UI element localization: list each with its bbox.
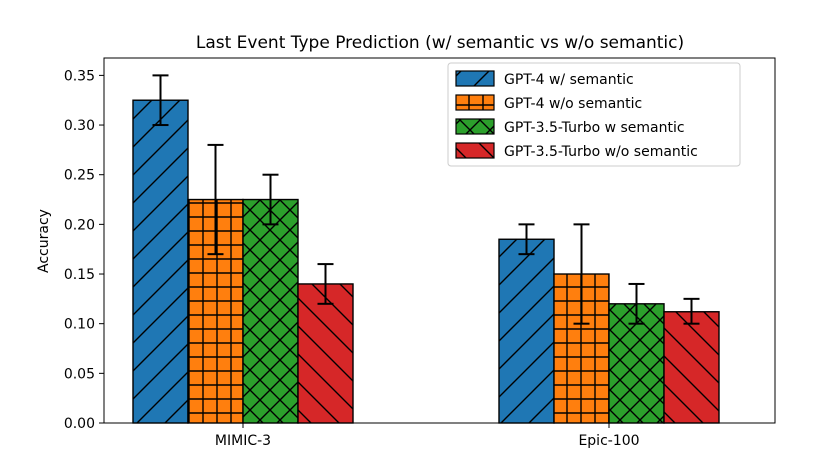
y-tick-label: 0.15 <box>64 267 95 283</box>
legend-frame <box>447 62 741 167</box>
y-tick-label: 0.10 <box>64 317 95 333</box>
y-tick-label: 0.20 <box>64 217 95 233</box>
y-tick-label: 0.05 <box>64 366 95 382</box>
bars-group <box>132 99 720 424</box>
plot-area-frame <box>103 57 776 424</box>
y-tick-label: 0.35 <box>64 68 95 84</box>
bar-hatch <box>242 198 299 424</box>
chart-title: Last Event Type Prediction (w/ semantic … <box>196 33 684 53</box>
x-tick-label: MIMIC-3 <box>215 433 271 449</box>
y-axis-ticks: 0.00 0.05 0.10 0.15 0.20 0.25 0.30 0.35 <box>64 68 104 432</box>
bar-hatch <box>132 99 189 424</box>
x-tick-label: Epic-100 <box>578 433 639 449</box>
y-axis-label: Accuracy <box>36 209 52 273</box>
legend-swatch-hatch <box>455 118 495 135</box>
legend-swatch-hatch <box>455 70 495 87</box>
legend-label: GPT-3.5-Turbo w semantic <box>504 120 685 136</box>
y-tick-label: 0.25 <box>64 168 95 184</box>
bar-hatch <box>663 311 720 424</box>
x-axis-ticks: MIMIC-3 Epic-100 <box>215 423 640 449</box>
y-tick-label: 0.00 <box>64 416 95 432</box>
legend-label: GPT-3.5-Turbo w/o semantic <box>504 144 698 160</box>
legend-swatch-hatch <box>455 94 495 111</box>
legend-swatch-hatch <box>455 142 495 159</box>
legend-label: GPT-4 w/o semantic <box>504 96 642 112</box>
y-tick-label: 0.30 <box>64 118 95 134</box>
error-bars-group <box>152 74 700 325</box>
legend-label: GPT-4 w/ semantic <box>504 72 634 88</box>
bar-hatch <box>498 238 555 424</box>
legend: GPT-4 w/ semantic GPT-4 w/o semantic GPT-3… <box>447 62 741 167</box>
